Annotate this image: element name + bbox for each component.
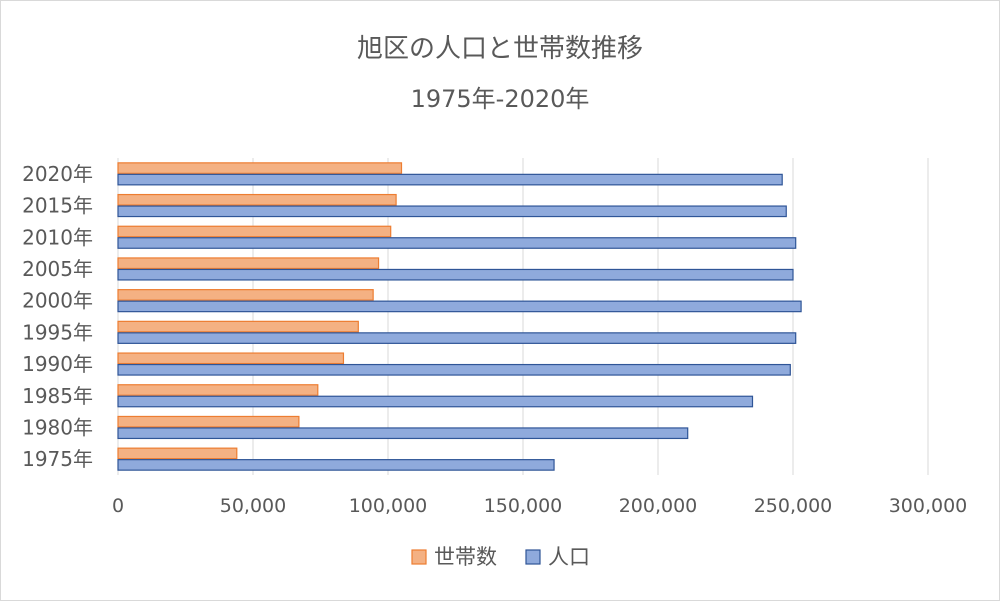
x-tick-label: 150,000 (484, 495, 563, 517)
bar-population (117, 332, 797, 344)
bar-population (117, 459, 555, 471)
bar-population (117, 300, 802, 313)
bar-population (117, 268, 794, 281)
legend-swatch (525, 549, 541, 565)
y-category-label: 2010年 (22, 225, 93, 249)
legend-label: 世帯数 (434, 545, 497, 569)
bar-population (117, 395, 754, 408)
x-tick-label: 300,000 (889, 495, 968, 517)
bar-households (117, 289, 374, 301)
chart-subtitle: 1975年-2020年 (411, 85, 590, 113)
y-category-label: 1975年 (22, 447, 93, 471)
bar-households (117, 384, 319, 396)
legend-swatch (411, 549, 427, 565)
x-tick-label: 50,000 (220, 495, 286, 517)
y-axis-categories: 1975年 1980年 1985年 1990年 1995年 2000年 2005年 2010年… (22, 162, 93, 471)
legend-label: 人口 (548, 545, 590, 569)
x-tick-label: 0 (112, 495, 124, 517)
y-category-label: 2020年 (22, 162, 93, 186)
bar-population (117, 237, 797, 249)
y-category-label: 2000年 (22, 289, 93, 313)
y-category-label: 2005年 (22, 257, 93, 281)
y-category-label: 1980年 (22, 415, 93, 439)
bar-households (117, 352, 345, 365)
bar-population (117, 205, 787, 218)
x-tick-label: 200,000 (619, 495, 698, 517)
bar-households (117, 415, 300, 428)
bar-population (117, 173, 783, 186)
y-category-label: 1990年 (22, 352, 93, 376)
bar-households (117, 320, 359, 333)
bar-population (117, 427, 689, 440)
x-tick-label: 100,000 (349, 495, 428, 517)
bar-households (117, 447, 238, 460)
bar-households (117, 162, 403, 174)
y-category-label: 2015年 (22, 194, 93, 218)
plot-bars (117, 162, 802, 471)
y-category-label: 1995年 (22, 320, 93, 344)
bar-population (117, 363, 791, 376)
chart-title: 旭区の人口と世帯数推移 (357, 34, 643, 64)
bar-households (117, 193, 397, 206)
bar-households (117, 257, 380, 270)
bar-households (117, 225, 392, 238)
y-category-label: 1985年 (22, 384, 93, 408)
x-axis-ticks: 0 50,000 100,000 150,000 200,000 250,000 300,0… (112, 495, 967, 517)
x-tick-label: 250,000 (754, 495, 833, 517)
legend: 世帯数 人口 (411, 545, 590, 569)
